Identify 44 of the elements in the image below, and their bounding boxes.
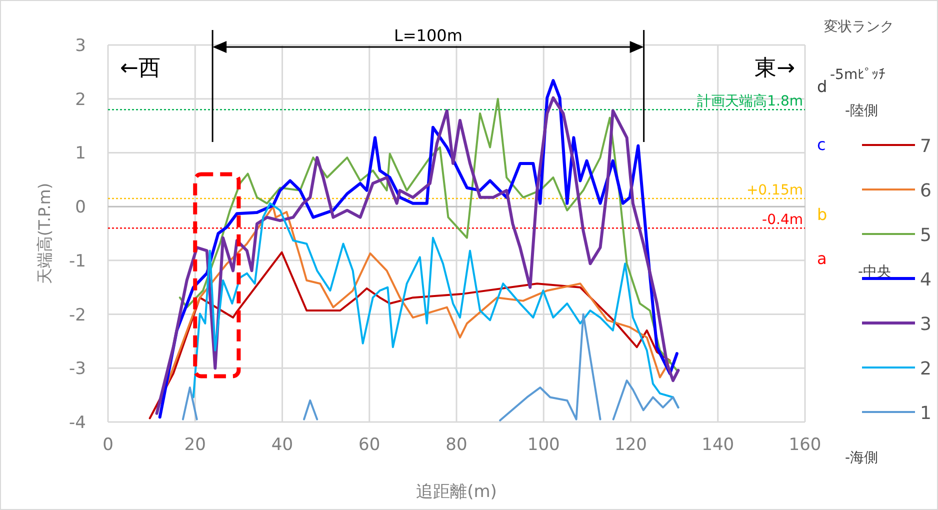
legend-label: 3 bbox=[920, 314, 932, 335]
ref-line-label: -0.4m bbox=[762, 212, 803, 228]
legend-title: 変状ランク bbox=[824, 19, 894, 35]
x-tick-label: 140 bbox=[702, 435, 734, 455]
y-tick-label: -1 bbox=[69, 251, 86, 272]
legend-label: 5 bbox=[920, 225, 932, 246]
y-tick-label: -4 bbox=[69, 413, 86, 433]
legend-label: 1 bbox=[920, 403, 932, 424]
legend-label: 7 bbox=[920, 136, 932, 157]
x-tick-label: 60 bbox=[358, 435, 380, 455]
x-tick-label: 0 bbox=[102, 435, 114, 455]
ref-line-label: +0.15m bbox=[746, 182, 803, 198]
legend-label: 2 bbox=[920, 358, 932, 380]
legend-label: 4 bbox=[920, 270, 932, 290]
x-tick-label: 100 bbox=[527, 435, 560, 455]
y-tick-label: -2 bbox=[69, 305, 86, 326]
annotation: L=100m bbox=[394, 26, 462, 45]
annotation: 東→ bbox=[754, 56, 795, 81]
text: c bbox=[817, 135, 826, 154]
x-tick-label: 40 bbox=[271, 435, 294, 455]
text: -海側 bbox=[845, 450, 878, 466]
ref-line: +0.15m bbox=[108, 182, 805, 200]
annotation: ←西 bbox=[120, 56, 160, 81]
ref-line-label: 計画天端高1.8m bbox=[697, 94, 803, 110]
x-axis-title: 追距離(m) bbox=[416, 482, 497, 502]
text: -陸側 bbox=[845, 103, 878, 119]
text: -5mﾋﾟｯﾁ bbox=[830, 67, 886, 83]
y-tick-label: 0 bbox=[75, 198, 86, 218]
x-tick-label: 80 bbox=[446, 435, 468, 455]
x-tick-label: 120 bbox=[614, 435, 647, 455]
x-tick-label: 160 bbox=[788, 435, 822, 455]
y-tick-label: 3 bbox=[75, 36, 86, 56]
text: d bbox=[817, 77, 828, 96]
y-tick-label: 1 bbox=[75, 144, 86, 164]
legend-label: 6 bbox=[920, 180, 932, 202]
y-axis-title: 天端高(T.P.m) bbox=[35, 182, 54, 284]
x-tick-label: 20 bbox=[184, 435, 206, 455]
y-tick-label: 2 bbox=[75, 90, 86, 110]
y-tick-label: -3 bbox=[69, 359, 86, 380]
text: -中央 bbox=[858, 264, 892, 280]
text: a bbox=[817, 249, 827, 268]
text: b bbox=[817, 205, 828, 224]
ref-line: -0.4m bbox=[108, 212, 805, 229]
ref-line: 計画天端高1.8m bbox=[108, 94, 805, 110]
